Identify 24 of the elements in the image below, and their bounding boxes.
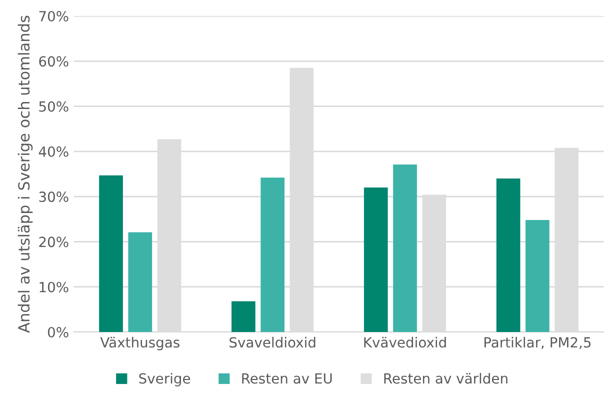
y-tick-label: 40%	[38, 146, 68, 157]
y-tick-label: 70%	[39, 10, 68, 22]
legend-label: Resten av EU	[242, 373, 332, 384]
y-tick-label: 50%	[39, 101, 68, 112]
bar	[260, 178, 284, 332]
y-tick-label: 10%	[40, 282, 68, 292]
bar	[128, 232, 152, 332]
y-tick-label: 30%	[39, 192, 68, 202]
legend-label: Resten av världen	[384, 372, 508, 384]
bar	[526, 220, 550, 332]
x-tick-label: Svaveldioxid	[230, 336, 316, 348]
bar	[232, 301, 256, 332]
bar	[393, 164, 417, 332]
x-tick-label: Växthusgas	[100, 336, 180, 350]
legend-label: Sverige	[139, 372, 190, 386]
y-tick-label: 60%	[39, 56, 68, 67]
y-tick-label: 0%	[48, 326, 68, 338]
bar	[364, 188, 388, 332]
bar	[99, 175, 123, 332]
x-tick-label: Partiklar, PM2,5	[484, 336, 591, 350]
y-tick-label: 20%	[39, 236, 68, 248]
y-axis-title: Andel av utsläpp i Sverige och utomlands	[18, 16, 33, 333]
bar	[496, 178, 520, 332]
x-tick-label: Kvävedioxid	[364, 336, 446, 348]
